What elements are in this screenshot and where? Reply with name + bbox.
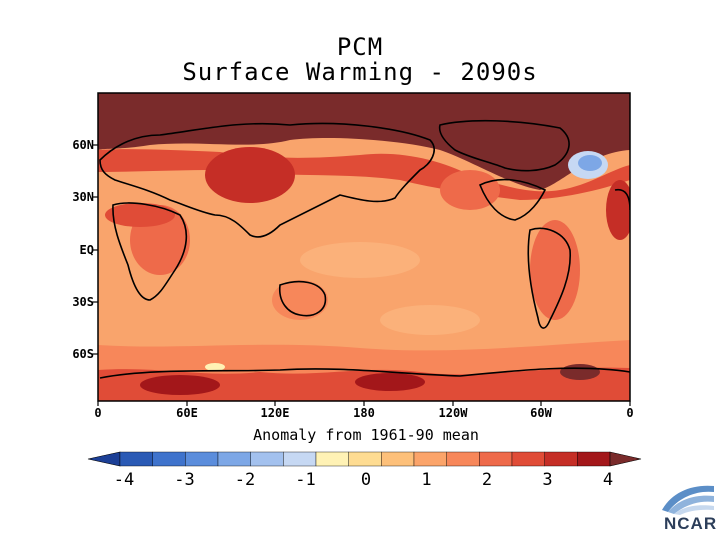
colorbar-tick-label: 3 — [542, 470, 553, 490]
colorbar-cell — [511, 451, 545, 467]
ncar-logo-text: NCAR — [664, 514, 718, 533]
coastlines — [99, 119, 630, 379]
lon-label-0: 0 — [94, 406, 102, 420]
colorbar-cell — [381, 451, 415, 467]
colorbar-cell — [479, 451, 513, 467]
colorbar-cell — [283, 451, 317, 467]
colorbar-tick-label: -3 — [174, 470, 195, 490]
colorbar-tick-label: 2 — [481, 470, 493, 490]
colorbar-cell — [413, 451, 447, 467]
anomaly-axis-label: Anomaly from 1961-90 mean — [253, 426, 479, 444]
colorbar-max-arrow — [609, 451, 642, 467]
colorbar-tick-label: 1 — [421, 470, 432, 490]
lat-label-60s: 60S — [72, 347, 94, 361]
colorbar-tick-label: 4 — [602, 470, 614, 490]
colorbar-cell — [152, 451, 186, 467]
colorbar-cell — [119, 451, 153, 467]
colorbar-cell — [250, 451, 284, 467]
axis-ticks — [92, 144, 631, 406]
lat-label-30n: 30N — [72, 190, 94, 204]
colorbar-cell — [185, 451, 219, 467]
lat-label-30s: 30S — [72, 295, 94, 309]
lon-label-120w: 120W — [438, 406, 468, 420]
lat-label-eq: EQ — [79, 243, 94, 257]
colorbar-cell — [446, 451, 480, 467]
map-title: PCM — [336, 33, 384, 61]
colorbar-cell — [217, 451, 251, 467]
colorbar-tick-label: -1 — [295, 470, 316, 490]
lon-label-120e: 120E — [260, 406, 290, 420]
ncar-logo-icon — [662, 485, 714, 515]
lon-label-180: 180 — [353, 406, 375, 420]
colorbar-tick-label: 0 — [360, 470, 372, 490]
colorbar-cell — [544, 451, 578, 467]
map-subtitle: Surface Warming - 2090s — [182, 58, 538, 86]
lat-label-60n: 60N — [72, 138, 94, 152]
colorbar-tick-label: -4 — [113, 470, 135, 490]
lon-label-60e: 60E — [176, 406, 198, 420]
lon-label-60w: 60W — [530, 406, 552, 420]
colorbar-cell — [348, 451, 382, 467]
colorbar-cell — [577, 451, 611, 467]
colorbar-cell — [315, 451, 349, 467]
colorbar-min-arrow — [87, 451, 121, 467]
colorbar-tick-label: -2 — [234, 470, 256, 490]
lon-label-0-end: 0 — [626, 406, 634, 420]
